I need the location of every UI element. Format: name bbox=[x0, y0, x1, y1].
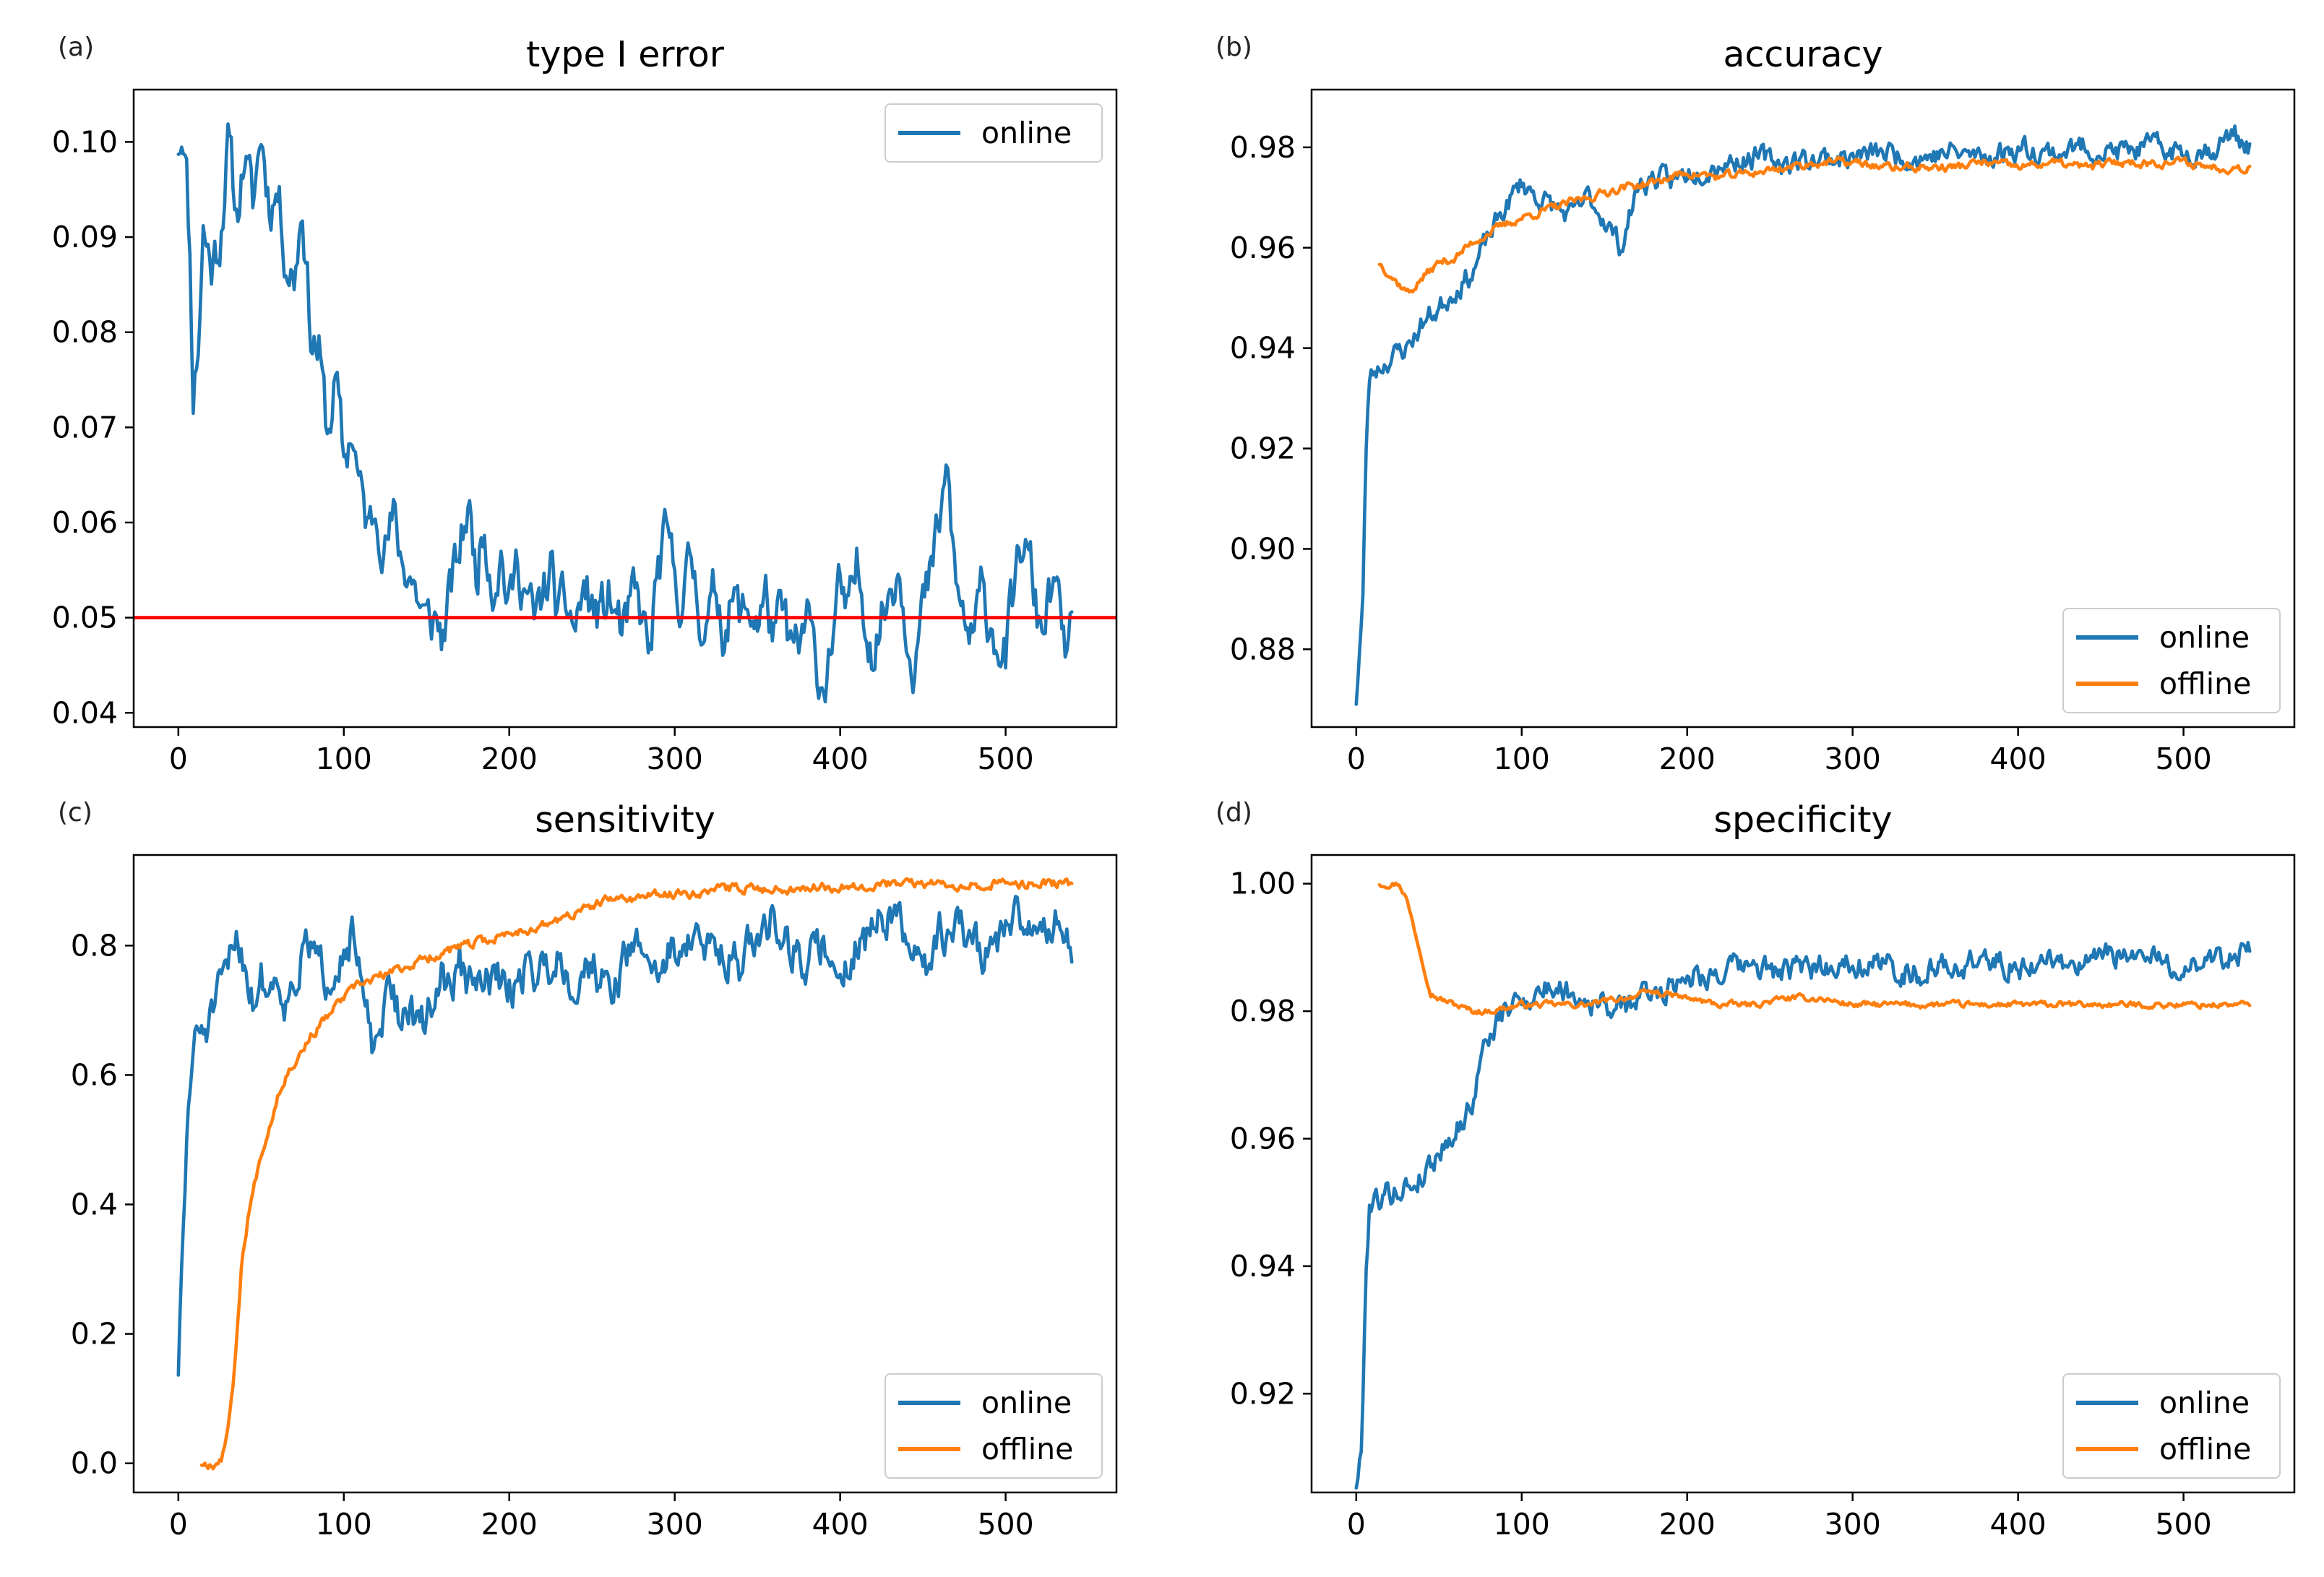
legend: online offline bbox=[2062, 1373, 2281, 1479]
series-line-online bbox=[176, 122, 1074, 704]
x-tick-label: 500 bbox=[2155, 1507, 2211, 1542]
legend: online bbox=[885, 103, 1103, 163]
axes-frame bbox=[1310, 88, 2296, 729]
y-tick-label: 0.2 bbox=[71, 1317, 118, 1352]
y-tick-label: 0.94 bbox=[1230, 331, 1296, 366]
legend-box bbox=[885, 1373, 1103, 1479]
panel-a: (a) type I error 0 100 200 300 400 500 0.04 0.0… bbox=[52, 33, 1118, 776]
legend-box bbox=[885, 103, 1103, 163]
series-line-online bbox=[176, 895, 1074, 1377]
y-tick-label: 0.6 bbox=[71, 1057, 118, 1092]
legend-label-online: online bbox=[981, 116, 1072, 150]
x-tick-label: 500 bbox=[977, 742, 1033, 776]
x-tick-label: 500 bbox=[2155, 742, 2211, 776]
y-tick-label: 0.06 bbox=[52, 505, 118, 540]
y-tick-label: 0.94 bbox=[1230, 1249, 1296, 1284]
y-tick-label: 0.98 bbox=[1230, 130, 1296, 165]
y-tick-label: 0.0 bbox=[71, 1446, 118, 1481]
y-tick-label: 0.98 bbox=[1230, 994, 1296, 1028]
y-tick-label: 0.04 bbox=[52, 695, 118, 730]
y-tick-label: 0.10 bbox=[52, 124, 118, 159]
y-tick-label: 0.96 bbox=[1230, 1121, 1296, 1156]
x-tick-label: 400 bbox=[1990, 742, 2047, 776]
legend-label-offline: offline bbox=[981, 1432, 1073, 1466]
x-tick-label: 300 bbox=[647, 1507, 703, 1542]
x-tick-label: 400 bbox=[1990, 1507, 2047, 1542]
y-tick-label: 0.90 bbox=[1230, 531, 1296, 566]
legend-label-offline: offline bbox=[2159, 666, 2251, 701]
legend: online offline bbox=[885, 1373, 1103, 1479]
x-tick-label: 300 bbox=[647, 742, 703, 776]
legend-label-online: online bbox=[2159, 1385, 2250, 1420]
y-tick-label: 0.09 bbox=[52, 220, 118, 254]
legend: online offline bbox=[2062, 608, 2281, 713]
x-tick-label: 400 bbox=[812, 742, 869, 776]
y-tick-label: 1.00 bbox=[1230, 867, 1296, 901]
x-tick-label: 400 bbox=[812, 1507, 869, 1542]
x-tick-label: 0 bbox=[169, 1507, 188, 1542]
legend-box bbox=[2062, 1373, 2281, 1479]
x-tick-label: 300 bbox=[1825, 1507, 1881, 1542]
x-tick-label: 100 bbox=[316, 1507, 372, 1542]
y-tick-label: 0.08 bbox=[52, 315, 118, 350]
panel-title: specificity bbox=[1714, 799, 1893, 841]
y-tick-label: 0.92 bbox=[1230, 431, 1296, 466]
panel-b: (b) accuracy 0 100 200 300 400 500 0.88 0.90 0.9… bbox=[1215, 33, 2296, 776]
x-tick-label: 0 bbox=[1347, 1507, 1366, 1542]
panel-label: (b) bbox=[1215, 33, 1252, 62]
series-line-online bbox=[1354, 940, 2252, 1490]
legend-label-online: online bbox=[2159, 620, 2250, 655]
panel-title: sensitivity bbox=[535, 799, 715, 841]
x-tick-label: 100 bbox=[1494, 1507, 1550, 1542]
x-tick-label: 100 bbox=[1494, 742, 1550, 776]
y-tick-label: 0.88 bbox=[1230, 632, 1296, 666]
legend-box bbox=[2062, 608, 2281, 713]
x-tick-label: 200 bbox=[1659, 742, 1716, 776]
series-line-offline bbox=[199, 877, 1074, 1471]
series-line-offline bbox=[1377, 881, 2252, 1016]
x-tick-label: 200 bbox=[1659, 1507, 1716, 1542]
x-tick-label: 0 bbox=[169, 742, 188, 776]
panel-label: (a) bbox=[58, 33, 94, 62]
y-tick-label: 0.92 bbox=[1230, 1376, 1296, 1411]
y-tick-label: 0.8 bbox=[71, 928, 118, 963]
series-line-offline bbox=[1377, 155, 2252, 294]
y-tick-label: 0.96 bbox=[1230, 231, 1296, 265]
x-tick-label: 500 bbox=[977, 1507, 1033, 1542]
x-tick-label: 300 bbox=[1825, 742, 1881, 776]
x-tick-label: 200 bbox=[481, 1507, 538, 1542]
axes-frame bbox=[132, 88, 1118, 729]
legend-label-offline: offline bbox=[2159, 1432, 2251, 1466]
y-tick-label: 0.05 bbox=[52, 601, 118, 635]
axes-frame bbox=[132, 854, 1118, 1494]
panel-c: (c) sensitivity 0 100 200 300 400 500 0.0 0.2 0.… bbox=[58, 798, 1118, 1542]
panel-title: type I error bbox=[526, 34, 725, 75]
series-line-online bbox=[1354, 124, 2252, 706]
y-tick-label: 0.07 bbox=[52, 410, 118, 444]
y-tick-label: 0.4 bbox=[71, 1187, 118, 1222]
panel-d: (d) specificity 0 100 200 300 400 500 0.92 0.94… bbox=[1215, 798, 2296, 1542]
panel-label: (c) bbox=[58, 798, 92, 828]
x-tick-label: 0 bbox=[1347, 742, 1366, 776]
panel-label: (d) bbox=[1215, 798, 1252, 828]
panel-title: accuracy bbox=[1723, 34, 1882, 75]
x-tick-label: 100 bbox=[316, 742, 372, 776]
x-tick-label: 200 bbox=[481, 742, 538, 776]
axes-frame bbox=[1310, 854, 2296, 1494]
legend-label-online: online bbox=[981, 1385, 1072, 1420]
